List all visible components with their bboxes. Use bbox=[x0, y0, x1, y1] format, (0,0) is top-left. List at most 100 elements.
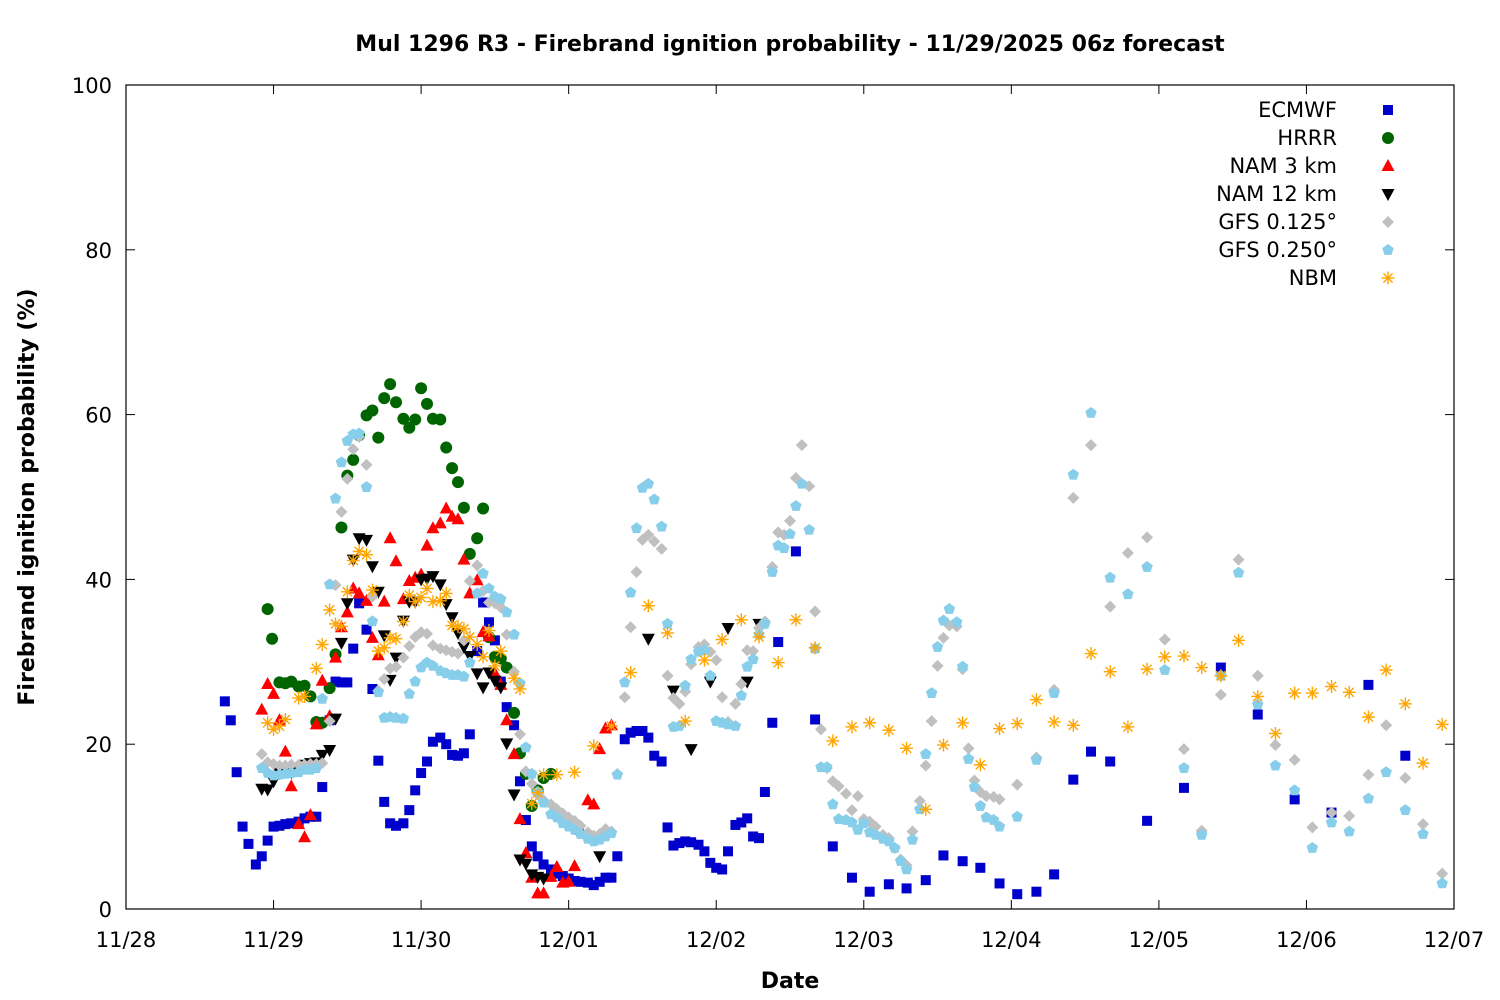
data-point bbox=[858, 817, 870, 829]
x-tick-label: 12/07 bbox=[1424, 928, 1485, 952]
data-point bbox=[509, 720, 520, 731]
data-point bbox=[385, 818, 396, 829]
data-point bbox=[773, 637, 784, 648]
data-point bbox=[537, 886, 551, 899]
data-point bbox=[309, 661, 323, 675]
data-point bbox=[832, 780, 845, 793]
data-point bbox=[925, 715, 938, 728]
data-point bbox=[507, 789, 521, 802]
data-point bbox=[508, 706, 521, 719]
data-point bbox=[537, 768, 551, 782]
data-point bbox=[520, 815, 531, 826]
data-point bbox=[1361, 710, 1375, 724]
data-point bbox=[334, 637, 348, 650]
x-tick-label: 12/03 bbox=[834, 928, 895, 952]
data-point bbox=[889, 842, 901, 853]
y-tick-label: 60 bbox=[85, 404, 112, 428]
data-point bbox=[705, 857, 716, 868]
data-point bbox=[340, 605, 354, 618]
data-point bbox=[840, 787, 853, 800]
data-point bbox=[389, 554, 403, 567]
data-point bbox=[827, 841, 838, 852]
data-point bbox=[637, 726, 648, 737]
data-point bbox=[457, 501, 470, 514]
data-point bbox=[1214, 688, 1227, 701]
data-point bbox=[648, 535, 661, 548]
data-point bbox=[383, 631, 397, 645]
data-point bbox=[256, 851, 267, 862]
data-point bbox=[1142, 815, 1153, 826]
data-point bbox=[274, 820, 285, 831]
data-point bbox=[1177, 649, 1191, 663]
data-point bbox=[458, 670, 470, 682]
data-point bbox=[987, 814, 1000, 825]
data-point bbox=[464, 656, 476, 668]
data-point bbox=[477, 567, 489, 579]
data-point bbox=[531, 786, 545, 800]
data-point bbox=[747, 653, 759, 665]
data-point bbox=[582, 877, 593, 888]
data-point bbox=[655, 542, 668, 555]
data-point bbox=[974, 800, 987, 811]
data-point bbox=[1049, 869, 1060, 880]
data-point bbox=[631, 726, 642, 737]
data-point bbox=[1380, 766, 1392, 778]
data-point bbox=[993, 722, 1007, 736]
data-point bbox=[341, 472, 354, 485]
data-point bbox=[931, 640, 944, 652]
data-point bbox=[346, 553, 360, 567]
data-point bbox=[298, 689, 312, 703]
data-point bbox=[605, 827, 618, 839]
data-point bbox=[1252, 698, 1264, 710]
data-point bbox=[704, 669, 717, 681]
data-point bbox=[864, 886, 875, 897]
data-point bbox=[943, 603, 956, 614]
data-point bbox=[938, 850, 949, 861]
data-point bbox=[1325, 680, 1339, 694]
data-point bbox=[377, 630, 391, 643]
data-point bbox=[624, 586, 637, 598]
data-point bbox=[630, 565, 643, 578]
y-axis-label: Firebrand ignition probability (%) bbox=[15, 288, 40, 705]
data-point bbox=[925, 687, 938, 698]
data-point bbox=[642, 528, 655, 541]
data-point bbox=[366, 404, 379, 417]
data-point bbox=[1305, 686, 1319, 700]
data-point bbox=[901, 883, 912, 894]
data-point bbox=[1380, 719, 1393, 732]
data-point bbox=[464, 729, 475, 740]
series-nbm bbox=[261, 544, 1449, 816]
data-point bbox=[231, 767, 242, 778]
data-point bbox=[360, 458, 373, 471]
data-point bbox=[377, 641, 391, 655]
data-point bbox=[883, 835, 895, 847]
data-point bbox=[219, 696, 230, 707]
data-point bbox=[426, 571, 440, 584]
data-point bbox=[391, 820, 402, 831]
data-point bbox=[661, 669, 674, 682]
data-point bbox=[494, 652, 507, 665]
data-point bbox=[544, 869, 558, 882]
data-point bbox=[606, 872, 617, 883]
data-point bbox=[397, 712, 410, 724]
data-point bbox=[1306, 842, 1319, 853]
data-point bbox=[716, 691, 729, 704]
data-point bbox=[1288, 784, 1301, 796]
data-point bbox=[937, 614, 950, 626]
data-point bbox=[648, 493, 660, 505]
y-tick-label: 20 bbox=[85, 733, 112, 757]
data-point bbox=[655, 520, 668, 532]
data-point bbox=[250, 859, 261, 870]
data-point bbox=[457, 552, 471, 565]
data-point bbox=[715, 633, 729, 647]
data-point bbox=[335, 521, 348, 534]
data-point bbox=[495, 593, 507, 605]
data-point bbox=[433, 594, 447, 608]
data-point bbox=[1363, 679, 1374, 690]
data-point bbox=[415, 382, 428, 395]
legend-marker-icon bbox=[1382, 216, 1394, 228]
data-point bbox=[599, 721, 613, 734]
data-point bbox=[477, 502, 490, 515]
data-point bbox=[427, 736, 438, 747]
data-point bbox=[372, 431, 385, 444]
